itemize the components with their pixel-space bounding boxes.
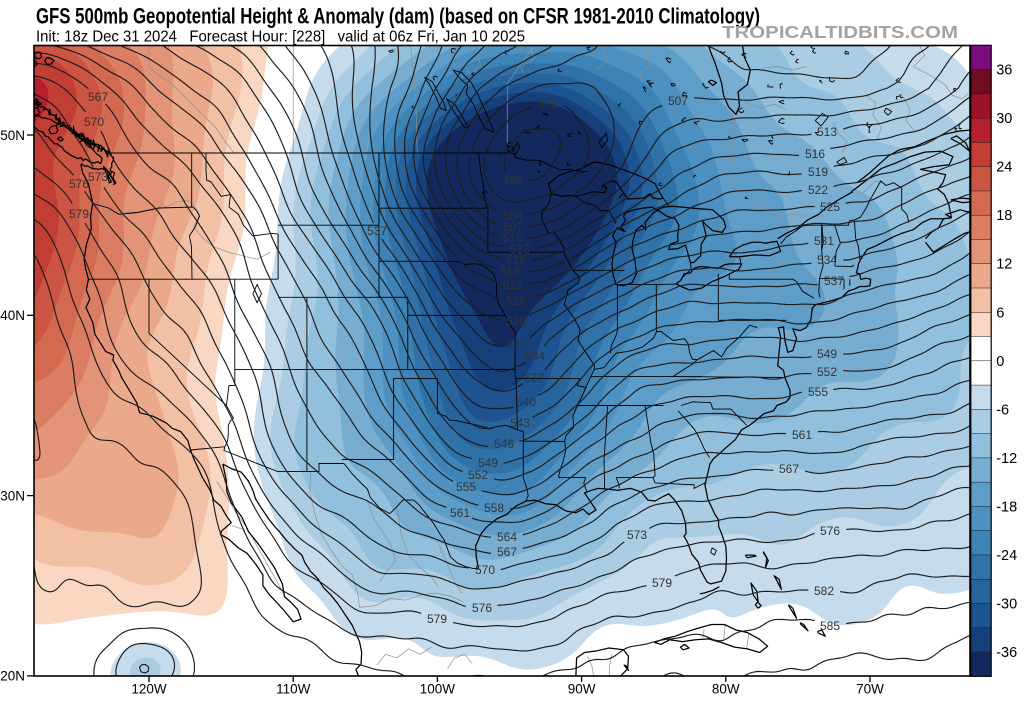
svg-text:6: 6	[996, 305, 1004, 321]
svg-text:-24: -24	[996, 548, 1017, 564]
svg-text:18: 18	[996, 208, 1012, 224]
svg-text:567: 567	[779, 462, 799, 476]
svg-text:531: 531	[814, 234, 834, 248]
svg-text:-18: -18	[996, 499, 1017, 515]
svg-text:507: 507	[668, 94, 688, 108]
svg-text:537: 537	[824, 274, 844, 288]
svg-text:513: 513	[510, 242, 530, 256]
svg-text:576: 576	[69, 177, 89, 191]
svg-text:-36: -36	[996, 645, 1017, 661]
svg-text:561: 561	[450, 506, 470, 520]
svg-text:579: 579	[427, 612, 447, 626]
svg-text:-12: -12	[996, 451, 1017, 467]
svg-text:12: 12	[996, 257, 1012, 273]
svg-text:522: 522	[808, 183, 828, 197]
svg-text:30: 30	[996, 111, 1012, 127]
svg-text:582: 582	[814, 584, 834, 598]
svg-text:570: 570	[475, 563, 495, 577]
svg-text:100W: 100W	[420, 682, 456, 697]
svg-text:549: 549	[817, 347, 837, 361]
svg-text:0: 0	[996, 354, 1004, 370]
svg-text:-6: -6	[996, 402, 1009, 418]
svg-text:525: 525	[506, 294, 526, 308]
svg-text:558: 558	[484, 501, 504, 515]
svg-text:579: 579	[69, 207, 89, 221]
svg-text:546: 546	[494, 437, 514, 451]
svg-text:585: 585	[820, 619, 840, 633]
svg-text:549: 549	[478, 456, 498, 470]
svg-text:537: 537	[524, 371, 544, 385]
svg-text:TROPICALTIDBITS.COM: TROPICALTIDBITS.COM	[722, 22, 958, 42]
svg-text:GFS 500mb Geopotential Height: GFS 500mb Geopotential Height & Anomaly …	[36, 4, 760, 29]
svg-text:110W: 110W	[276, 682, 311, 697]
svg-text:507: 507	[503, 220, 523, 234]
svg-text:537: 537	[367, 224, 387, 238]
svg-text:579: 579	[652, 576, 672, 590]
svg-text:573: 573	[88, 170, 108, 184]
svg-text:20N: 20N	[0, 669, 25, 684]
svg-text:36: 36	[996, 63, 1012, 79]
svg-text:70W: 70W	[856, 682, 884, 697]
svg-text:120W: 120W	[131, 682, 167, 697]
svg-text:531: 531	[506, 337, 526, 351]
svg-text:534: 534	[525, 349, 545, 363]
svg-text:50N: 50N	[0, 128, 25, 143]
svg-text:525: 525	[820, 200, 840, 214]
svg-text:564: 564	[497, 530, 517, 544]
svg-text:573: 573	[627, 528, 647, 542]
svg-text:534: 534	[817, 253, 837, 267]
svg-text:519: 519	[500, 264, 520, 278]
svg-text:30N: 30N	[0, 488, 25, 503]
svg-text:555: 555	[456, 480, 476, 494]
svg-text:Init: 18z Dec 31 2024 Foreca: Init: 18z Dec 31 2024 Forecast Hour: [22…	[36, 29, 525, 46]
svg-text:552: 552	[817, 365, 837, 379]
svg-text:516: 516	[506, 253, 526, 267]
svg-text:80W: 80W	[712, 682, 740, 697]
svg-text:567: 567	[88, 90, 108, 104]
svg-text:501: 501	[538, 96, 558, 110]
svg-text:504: 504	[503, 209, 523, 223]
svg-text:576: 576	[820, 524, 840, 538]
svg-text:528: 528	[506, 314, 526, 328]
svg-text:90W: 90W	[568, 682, 596, 697]
svg-text:24: 24	[996, 160, 1012, 176]
svg-text:570: 570	[84, 115, 104, 129]
svg-text:-30: -30	[996, 597, 1017, 613]
svg-text:522: 522	[503, 278, 523, 292]
svg-text:576: 576	[472, 601, 492, 615]
svg-text:510: 510	[503, 231, 523, 245]
svg-text:555: 555	[808, 385, 828, 399]
svg-text:519: 519	[808, 165, 828, 179]
svg-text:552: 552	[468, 468, 488, 482]
svg-text:567: 567	[497, 545, 517, 559]
svg-text:513: 513	[817, 125, 837, 139]
svg-text:561: 561	[792, 428, 812, 442]
svg-text:540: 540	[516, 395, 536, 409]
svg-text:516: 516	[805, 147, 825, 161]
svg-text:498: 498	[503, 173, 523, 187]
svg-text:40N: 40N	[0, 308, 25, 323]
svg-text:543: 543	[510, 416, 530, 430]
